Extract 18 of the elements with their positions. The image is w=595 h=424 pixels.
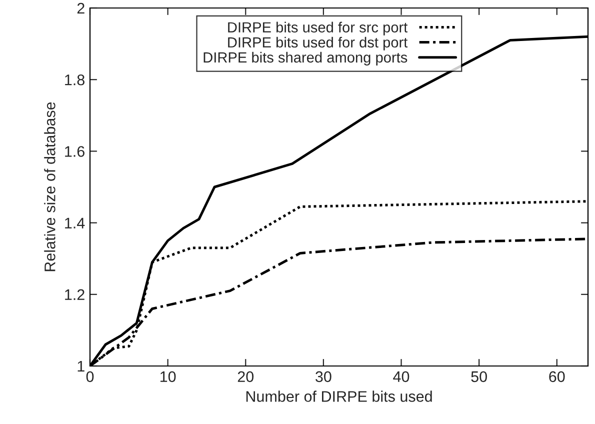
y-tick-label: 1 [78, 361, 84, 372]
x-tick-label: 20 [238, 371, 254, 382]
y-tick-label: 1.6 [65, 146, 84, 157]
y-axis-title: Relative size of database [44, 102, 56, 272]
x-tick-label: 0 [86, 371, 94, 382]
legend-label: DIRPE bits shared among ports [204, 52, 408, 66]
x-axis-title: Number of DIRPE bits used [246, 390, 432, 402]
legend-label: DIRPE bits used for dst port [228, 36, 408, 50]
y-tick-label: 1.2 [65, 289, 84, 300]
x-tick-label: 60 [549, 371, 565, 382]
y-tick-label: 1.4 [65, 218, 85, 228]
y-tick-label: 2 [77, 2, 84, 14]
y-tick-label: 1.8 [65, 74, 84, 86]
legend-label: DIRPE bits used for src port [228, 22, 408, 36]
x-tick-label: 40 [393, 371, 410, 382]
x-tick-label: 10 [160, 371, 176, 382]
x-tick-label: 30 [316, 371, 332, 382]
x-tick-label: 50 [471, 371, 487, 382]
